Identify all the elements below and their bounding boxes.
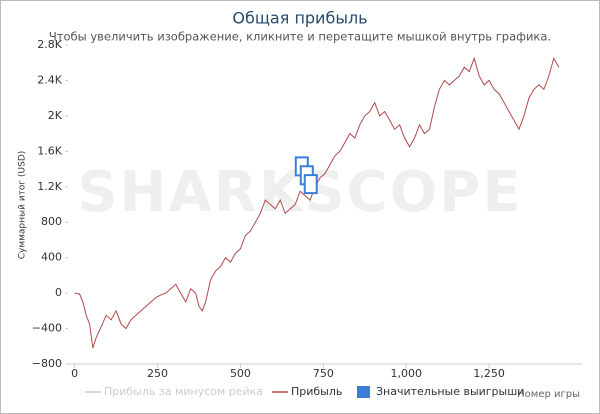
y-tick-label: −400 — [32, 322, 62, 335]
x-tick-label: 1,000 — [390, 367, 422, 380]
y-tick-label: 2.8K — [37, 38, 62, 51]
y-tick-label: −800 — [32, 357, 62, 370]
x-tick-label: 250 — [147, 367, 168, 380]
y-tick-label: 800 — [41, 215, 62, 228]
y-tick-label: 400 — [41, 251, 62, 264]
legend-swatch — [357, 386, 370, 398]
x-tick-label: 0 — [71, 367, 78, 380]
y-tick-label: 2.4K — [37, 73, 62, 86]
y-tick-label: 1.2K — [37, 180, 62, 193]
y-axis-label: Суммарный итог (USD) — [18, 151, 28, 260]
x-axis-label: Номер игры — [517, 389, 580, 400]
big-win-marker — [303, 174, 318, 195]
chart-title: Общая прибыль — [232, 9, 367, 28]
legend-label: Прибыль — [291, 385, 342, 398]
x-tick-label: 500 — [230, 367, 251, 380]
legend-label: Значительные выигрыши — [376, 385, 524, 398]
legend-label: Прибыль за минусом рейка — [104, 385, 263, 398]
chart-subtitle: Чтобы увеличить изображение, кликните и … — [49, 30, 551, 44]
y-tick-label: 0 — [55, 286, 62, 299]
y-tick-label: 2K — [48, 109, 63, 122]
profit-line — [74, 56, 560, 349]
x-tick-label: 750 — [313, 367, 334, 380]
y-tick-label: 1.6K — [37, 144, 62, 157]
x-tick-label: 1,250 — [473, 367, 505, 380]
